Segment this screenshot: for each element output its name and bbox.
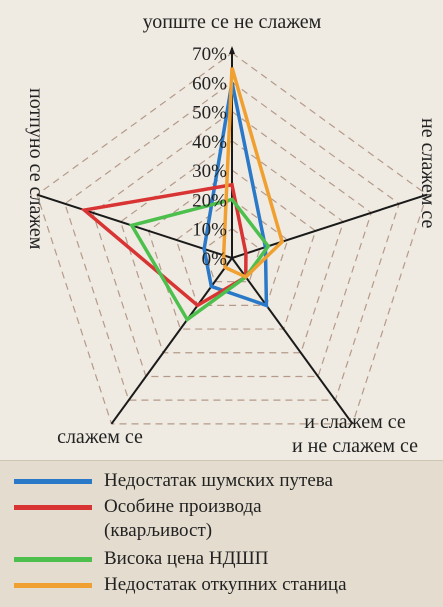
axis-label-bottom-right-1: и слажем се [304, 411, 406, 433]
axis-label-bottom-left: слажем се [57, 426, 143, 448]
legend-label: Недостатак шумских путева [104, 470, 333, 491]
grid-ring [64, 81, 400, 401]
tick-label: 30% [192, 161, 227, 182]
tick-label: 10% [192, 220, 227, 241]
axis-arrow [229, 46, 235, 54]
grid-ring [175, 198, 289, 306]
legend-swatch-green [14, 557, 92, 562]
series-line [202, 81, 269, 308]
radar-grid [36, 52, 428, 425]
grid-ring [203, 227, 261, 283]
tick-label: 0% [202, 249, 228, 270]
grid-ring [36, 52, 428, 425]
radar-chart: 0% 10% 20% 30% 40% 50% 60% 70% уопште се не сла… [25, 11, 439, 457]
tick-label: 60% [192, 73, 227, 94]
legend-label: Особине производа [104, 496, 262, 517]
radar-series [80, 67, 285, 323]
tick-label: 20% [192, 190, 227, 211]
radar-ticks: 0% 10% 20% 30% 40% 50% 60% 70% [192, 44, 227, 270]
tick-label: 50% [192, 103, 227, 124]
legend-label: Висока цена НДШП [104, 548, 269, 569]
axis-line [231, 257, 354, 425]
legend-swatch-red [14, 505, 92, 510]
legend: Недостатак шумских путева Особине произв… [0, 460, 443, 607]
legend-item-purchase-stations: Недостатак откупних станица [14, 573, 347, 597]
legend-item-forest-roads: Недостатак шумских путева [14, 469, 333, 493]
axis-label-left: потпуно се слажем [25, 88, 47, 250]
tick-label: 70% [192, 44, 227, 65]
legend-label: Недостатак откупних станица [104, 574, 347, 595]
series-line [80, 182, 248, 308]
grid-ring [147, 169, 317, 330]
series-line [221, 67, 285, 280]
grid-ring [119, 140, 345, 354]
series-line [129, 197, 271, 323]
legend-item-product-properties: Особине производа (кварљивост) [14, 495, 262, 543]
legend-swatch-orange [14, 583, 92, 588]
axis-label-top: уопште се не слажем [143, 11, 322, 33]
axis-label-right: не слажем се [417, 118, 439, 229]
legend-label-block: Особине производа (кварљивост) [104, 495, 262, 543]
axis-label-bottom-right-2: и не слажем се [292, 435, 418, 457]
legend-item-high-price: Висока цена НДШП [14, 547, 268, 571]
tick-label: 40% [192, 132, 227, 153]
legend-label-line2: (кварљивост) [104, 520, 213, 541]
legend-swatch-blue [14, 479, 92, 484]
